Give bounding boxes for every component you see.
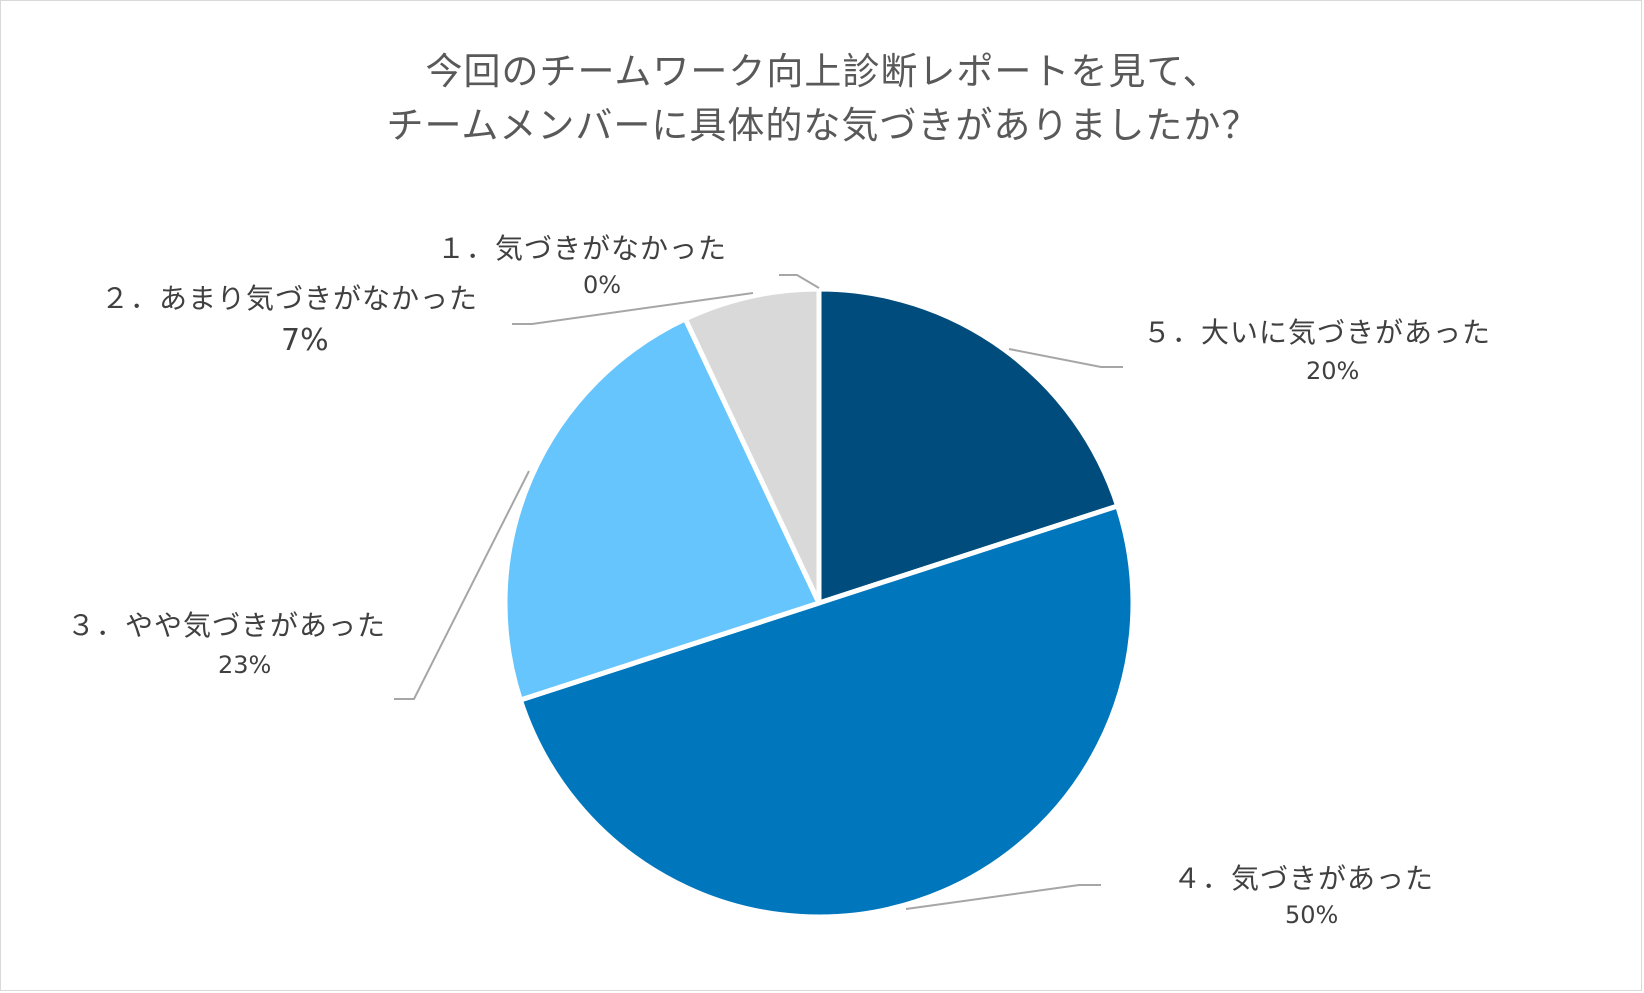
leader-line-slice-4 (905, 884, 1101, 910)
label-slice-1: １．気づきがなかった (437, 232, 728, 265)
value-slice-4: 50% (1285, 901, 1339, 929)
label-slice-4: ４．気づきがあった (1173, 862, 1435, 895)
label-slice-2: ２．あまり気づきがなかった (101, 282, 479, 315)
pie-slice-3 (502, 316, 822, 703)
leader-line-slice-1 (779, 274, 820, 289)
leader-line-slice-3 (394, 470, 530, 700)
leader-line-slice-2 (512, 292, 754, 325)
chart-title-line-2: チームメンバーに具体的な気づきがありましたか？ (386, 104, 1260, 147)
leader-line-slice-5 (1008, 348, 1123, 368)
value-slice-1: 0% (583, 271, 622, 299)
value-slice-3: 23% (218, 651, 272, 679)
value-slice-2: 7% (281, 323, 329, 358)
label-slice-3: ３．やや気づきがあった (67, 609, 387, 642)
pie-slice-2 (682, 286, 822, 606)
pie-slice-4 (517, 503, 1136, 919)
pie-slice-5 (816, 286, 1121, 606)
chart-title-line-1: 今回のチームワーク向上診断レポートを見て、 (425, 50, 1221, 93)
label-slice-5: ５．大いに気づきがあった (1143, 316, 1492, 349)
value-slice-5: 20% (1306, 357, 1360, 385)
